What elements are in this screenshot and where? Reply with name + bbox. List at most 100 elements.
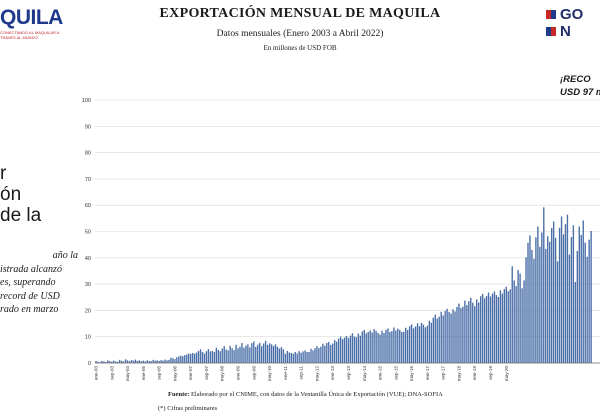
chart-bar (424, 327, 427, 363)
chart-bar (527, 242, 529, 363)
chart-bar (176, 357, 178, 363)
chart-bar (408, 326, 411, 363)
chart-bar (138, 360, 141, 363)
chart-bar (172, 358, 174, 363)
chart-bar (367, 331, 369, 363)
chart-bar (107, 360, 109, 363)
chart-bar (330, 344, 332, 363)
chart-bar (118, 359, 121, 363)
x-tick-label: sep-03 (109, 366, 114, 380)
chart-bar (430, 322, 433, 363)
side-paragraph-line-4: record de USD (0, 290, 60, 302)
chart-bar (566, 214, 569, 363)
chart-bar (197, 350, 200, 363)
chart-bar (586, 256, 588, 363)
y-tick-label: 70 (85, 177, 91, 183)
chart-bar (132, 360, 135, 363)
government-logo-line-2: N (560, 23, 571, 40)
x-tick-label: sep-05 (157, 366, 162, 380)
chart-bars (95, 207, 592, 363)
chart-bar (345, 335, 348, 363)
chart-bar (261, 346, 263, 363)
source-footer: Fuente: Elaborado por el CNIME, con dato… (168, 391, 443, 398)
chart-bar (268, 343, 271, 363)
chart-bar (383, 333, 385, 363)
source-label: Fuente: (168, 391, 190, 398)
chart-bar (483, 298, 486, 363)
chart-bar (122, 361, 125, 363)
chart-bar (298, 351, 300, 363)
chart-bar (525, 257, 527, 363)
x-tick-label: may-16 (409, 366, 414, 382)
chart-bar (550, 228, 553, 363)
chart-bar (245, 345, 247, 363)
x-tick-label: sep-09 (251, 366, 256, 380)
chart-bar (343, 337, 346, 363)
record-callout-line-1: ¡RECO (560, 74, 591, 85)
logo-tagline: CONECTANDO AL MAQUILAR A TRAVÉS AL MUNDO (0, 30, 60, 40)
x-tick-label: ene-09 (236, 366, 241, 381)
chart-bar (446, 308, 448, 363)
chart-bar (302, 351, 304, 363)
chart-bar (201, 351, 204, 363)
maquila-logo: QUILA CONECTANDO AL MAQUILAR A TRAVÉS AL… (0, 2, 70, 42)
chart-bar (95, 360, 97, 363)
y-tick-label: 80 (85, 151, 91, 157)
chart-bar (428, 320, 431, 363)
chart-bar (416, 323, 419, 363)
chart-bar (426, 325, 429, 363)
chart-unit-note: En millones de USD FOB (263, 44, 337, 52)
chart-bar (389, 331, 391, 363)
chart-bar (570, 237, 573, 363)
chart-bar (310, 348, 312, 363)
chart-bar (517, 270, 519, 363)
x-tick-label: may-12 (314, 366, 319, 382)
chart-bar (152, 359, 154, 363)
chart-bar (507, 291, 509, 363)
chart-bar (393, 327, 395, 363)
chart-bar (300, 352, 302, 363)
chart-bar (568, 254, 571, 363)
chart-bar (450, 313, 452, 363)
chart-bar (239, 346, 241, 363)
chart-bar (432, 317, 434, 363)
chart-bar (148, 360, 150, 363)
chart-bar (231, 348, 233, 363)
chart-bar (574, 282, 577, 363)
side-paragraph: año la istrada alcanzó es, superando rec… (0, 249, 78, 317)
side-heading-line-1: r (0, 163, 7, 184)
chart-bar (464, 300, 466, 363)
chart-bar (513, 280, 515, 363)
x-tick-label: sep-15 (393, 366, 398, 380)
chart-bar (448, 311, 450, 363)
x-tick-label: may-08 (220, 366, 225, 382)
chart-bar (444, 310, 446, 363)
chart-bar (113, 360, 115, 363)
chart-bar (213, 351, 216, 363)
chart-bar (387, 328, 389, 363)
chart-bar (286, 350, 289, 363)
chart-bar (158, 360, 160, 363)
chart-bar (164, 359, 166, 363)
side-heading: r ón de la (0, 163, 41, 226)
chart-bar (235, 344, 237, 363)
chart-bar (150, 361, 152, 363)
chart-bar (405, 327, 407, 363)
y-tick-label: 40 (85, 256, 91, 262)
chart-bar (136, 360, 139, 363)
chart-bar (318, 348, 320, 363)
chart-bar (379, 334, 381, 363)
chart-bar (146, 360, 148, 363)
chart-bar (219, 351, 221, 363)
y-tick-label: 90 (85, 124, 91, 130)
chart-bar (284, 353, 287, 363)
chart-bar (207, 349, 210, 363)
chart-bar (582, 220, 584, 363)
chart-bar (438, 316, 440, 363)
chart-bar (529, 235, 531, 363)
x-tick-label: may-04 (125, 366, 130, 382)
chart-bar (280, 347, 283, 363)
x-tick-label: may-06 (172, 366, 177, 382)
chart-bar (564, 224, 567, 363)
record-callout: ¡RECO USD 97 m (560, 73, 600, 99)
